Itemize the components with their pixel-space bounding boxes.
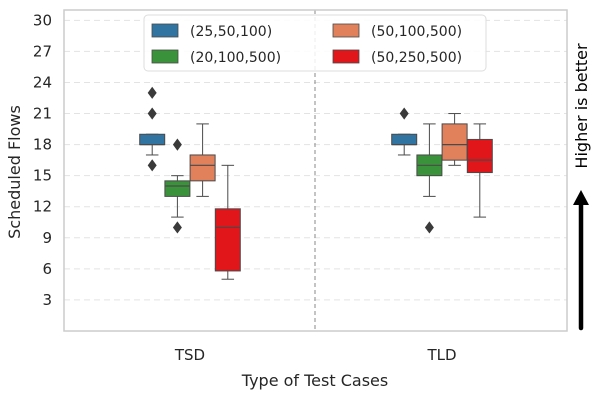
up-arrow-head	[573, 190, 589, 205]
box-body	[466, 138, 493, 174]
box-body	[164, 180, 191, 197]
x-axis-label: Type of Test Cases	[241, 371, 388, 390]
outlier-point	[147, 159, 157, 172]
box-body	[214, 208, 241, 272]
y-tick-label-24: 24	[33, 73, 52, 91]
legend-box	[143, 14, 487, 72]
outlier-point	[172, 138, 182, 151]
legend-label: (20,100,500)	[190, 50, 281, 66]
outlier-point	[172, 221, 182, 234]
y-tick-label-12: 12	[33, 198, 52, 216]
box-body	[189, 154, 216, 182]
legend: (25,50,100) (20,100,500) (50,100,500) (50,2…	[143, 14, 487, 72]
box-tsd-4	[214, 164, 241, 280]
y-tick-label-15: 15	[33, 167, 52, 185]
legend-label: (50,100,500)	[371, 24, 462, 40]
box-tld-4	[466, 123, 493, 218]
legend-item-1: (25,50,100)	[151, 23, 272, 40]
legend-swatch	[332, 49, 360, 64]
y-axis-label: Scheduled Flows	[5, 105, 24, 239]
outlier-point	[147, 107, 157, 120]
y-tick-labels: 3 6 9 12 15 18 21 24 27 30	[33, 11, 52, 309]
y-tick-label-21: 21	[33, 105, 52, 123]
outlier-point	[147, 86, 157, 99]
x-tick-labels: TSD TLD	[174, 346, 457, 364]
box-tld-3	[441, 113, 468, 166]
higher-is-better-annotation: Higher is better	[572, 43, 591, 169]
legend-swatch	[151, 49, 179, 64]
outlier-point	[424, 221, 434, 234]
outlier-point	[399, 107, 409, 120]
box-tld-2	[416, 123, 443, 234]
y-tick-label-27: 27	[33, 42, 52, 60]
box-tld-1	[391, 107, 418, 156]
box-tsd-1	[139, 86, 166, 172]
legend-label: (25,50,100)	[190, 24, 272, 40]
box-body	[139, 133, 166, 146]
box-layer	[139, 86, 493, 280]
y-tick-label-3: 3	[42, 291, 52, 309]
legend-label: (50,250,500)	[371, 50, 462, 66]
y-tick-label-30: 30	[33, 11, 52, 29]
box-tsd-2	[164, 138, 191, 234]
y-tick-label-6: 6	[42, 260, 52, 278]
legend-item-2: (20,100,500)	[151, 49, 281, 66]
plot-frame	[63, 9, 568, 332]
y-tick-label-18: 18	[33, 136, 52, 154]
x-tick-label-tld: TLD	[426, 346, 456, 364]
box-body	[391, 133, 418, 146]
y-tick-label-9: 9	[42, 229, 52, 247]
x-tick-label-tsd: TSD	[174, 346, 205, 364]
box-tsd-3	[189, 123, 216, 197]
box-body	[441, 123, 468, 161]
legend-swatch	[151, 23, 179, 38]
legend-swatch	[332, 23, 360, 38]
legend-item-4: (50,250,500)	[332, 49, 462, 66]
legend-item-3: (50,100,500)	[332, 23, 462, 40]
